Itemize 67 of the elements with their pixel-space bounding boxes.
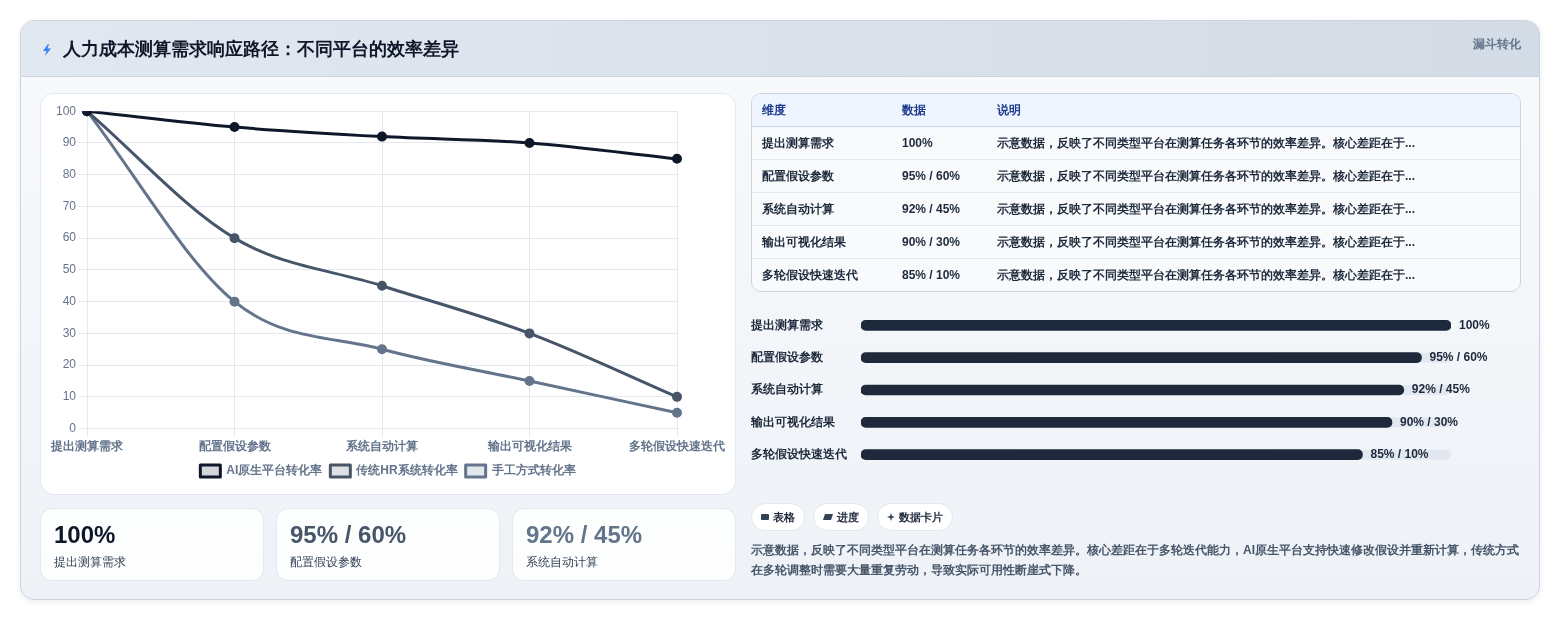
- chart-title: 人力成本测算需求响应路径：不同平台的效率差异: [63, 38, 459, 61]
- point: [229, 122, 240, 133]
- text: 示意数据，反映了不同类型平台在测算任务各环节的效率差异。核心差距在于...: [987, 258, 1520, 291]
- data-label: 85% / 10%: [1370, 446, 1429, 461]
- category-label: 配置假设参数: [290, 554, 362, 570]
- point: [377, 344, 387, 355]
- text: 维度: [752, 94, 892, 127]
- x-tick-label: 多轮假设快速迭代: [629, 439, 725, 454]
- point: [524, 328, 535, 339]
- text: 90% / 30%: [902, 235, 961, 249]
- data-label: 95% / 60%: [1429, 349, 1488, 364]
- legend-label: AI原生平台转化率: [226, 463, 323, 478]
- y-tick-label: 30: [62, 325, 77, 340]
- y-tick-label: 输出可视化结果: [750, 414, 836, 429]
- data-label: 100%: [1459, 317, 1491, 332]
- point: [377, 280, 387, 291]
- y-tick-label: 提出测算需求: [750, 317, 824, 332]
- text: 示意数据，反映了不同类型平台在测算任务各环节的效率差异。核心差距在于...: [987, 159, 1520, 192]
- text: 95% / 60%: [290, 521, 407, 548]
- tag-chip: 表格: [751, 503, 805, 531]
- y-tick-label: 60: [62, 230, 77, 245]
- text: 示意数据，反映了不同类型平台在测算任务各环节的效率差异。核心差距在于...: [996, 134, 1416, 152]
- tag-chip: 数据卡片: [877, 503, 953, 531]
- text: 说明: [987, 94, 1520, 127]
- point: [524, 137, 535, 148]
- text: 数据: [892, 94, 987, 127]
- text: 示意数据，反映了不同类型平台在测算任务各环节的效率差异。核心差距在于...: [987, 192, 1520, 225]
- y-tick-label: 20: [62, 357, 77, 372]
- text: 85% / 10%: [902, 268, 961, 282]
- point: [672, 153, 682, 164]
- legend-label: 手工方式转化率: [490, 463, 576, 478]
- text: 95% / 60%: [902, 169, 961, 183]
- point: [229, 233, 240, 244]
- y-tick-label: 40: [62, 293, 77, 308]
- x-tick-label: 配置假设参数: [198, 439, 272, 454]
- text: 92% / 45%: [526, 521, 643, 548]
- y-tick-label: 10: [62, 389, 77, 404]
- data-label: 90% / 30%: [1400, 414, 1459, 429]
- text: 100%: [902, 136, 933, 150]
- category-label: 系统自动计算: [526, 554, 598, 570]
- category-label: 进度: [837, 509, 859, 525]
- y-tick-label: 配置假设参数: [751, 349, 824, 364]
- text: 92% / 45%: [902, 202, 961, 216]
- tag-chip: 进度: [813, 503, 869, 531]
- text: 100%: [54, 521, 116, 548]
- y-tick-label: 70: [62, 198, 77, 213]
- category-label: 数据卡片: [899, 509, 943, 525]
- legend-label: 传统HR系统转化率: [355, 463, 458, 478]
- y-tick-label: 100: [55, 103, 77, 118]
- point: [524, 375, 535, 386]
- text: 漏斗转化: [1473, 36, 1521, 52]
- x-tick-label: 系统自动计算: [345, 439, 418, 454]
- y-tick-label: 系统自动计算: [750, 382, 823, 397]
- point: [672, 391, 682, 402]
- category-label: 表格: [773, 509, 795, 525]
- y-tick-label: 90: [62, 135, 77, 150]
- text: 示意数据，反映了不同类型平台在测算任务各环节的效率差异。核心差距在于...: [987, 225, 1520, 258]
- point: [672, 407, 682, 418]
- x-tick-label: 提出测算需求: [50, 439, 124, 454]
- data-label: 92% / 45%: [1411, 382, 1471, 397]
- point: [377, 131, 387, 142]
- text: 示意数据，反映了不同类型平台在测算任务各环节的效率差异。核心差距在于多轮迭代能力，AI原生平台支持快速修改假设并重新计算，传统方式在多轮调整时需要大量重复劳动，导致实际可用性断崖式下降。: [751, 542, 1520, 579]
- y-tick-label: 80: [62, 166, 77, 181]
- x-tick-label: 输出可视化结果: [486, 439, 573, 454]
- y-tick-label: 50: [62, 262, 77, 277]
- point: [229, 296, 240, 307]
- y-tick-label: 0: [69, 420, 77, 435]
